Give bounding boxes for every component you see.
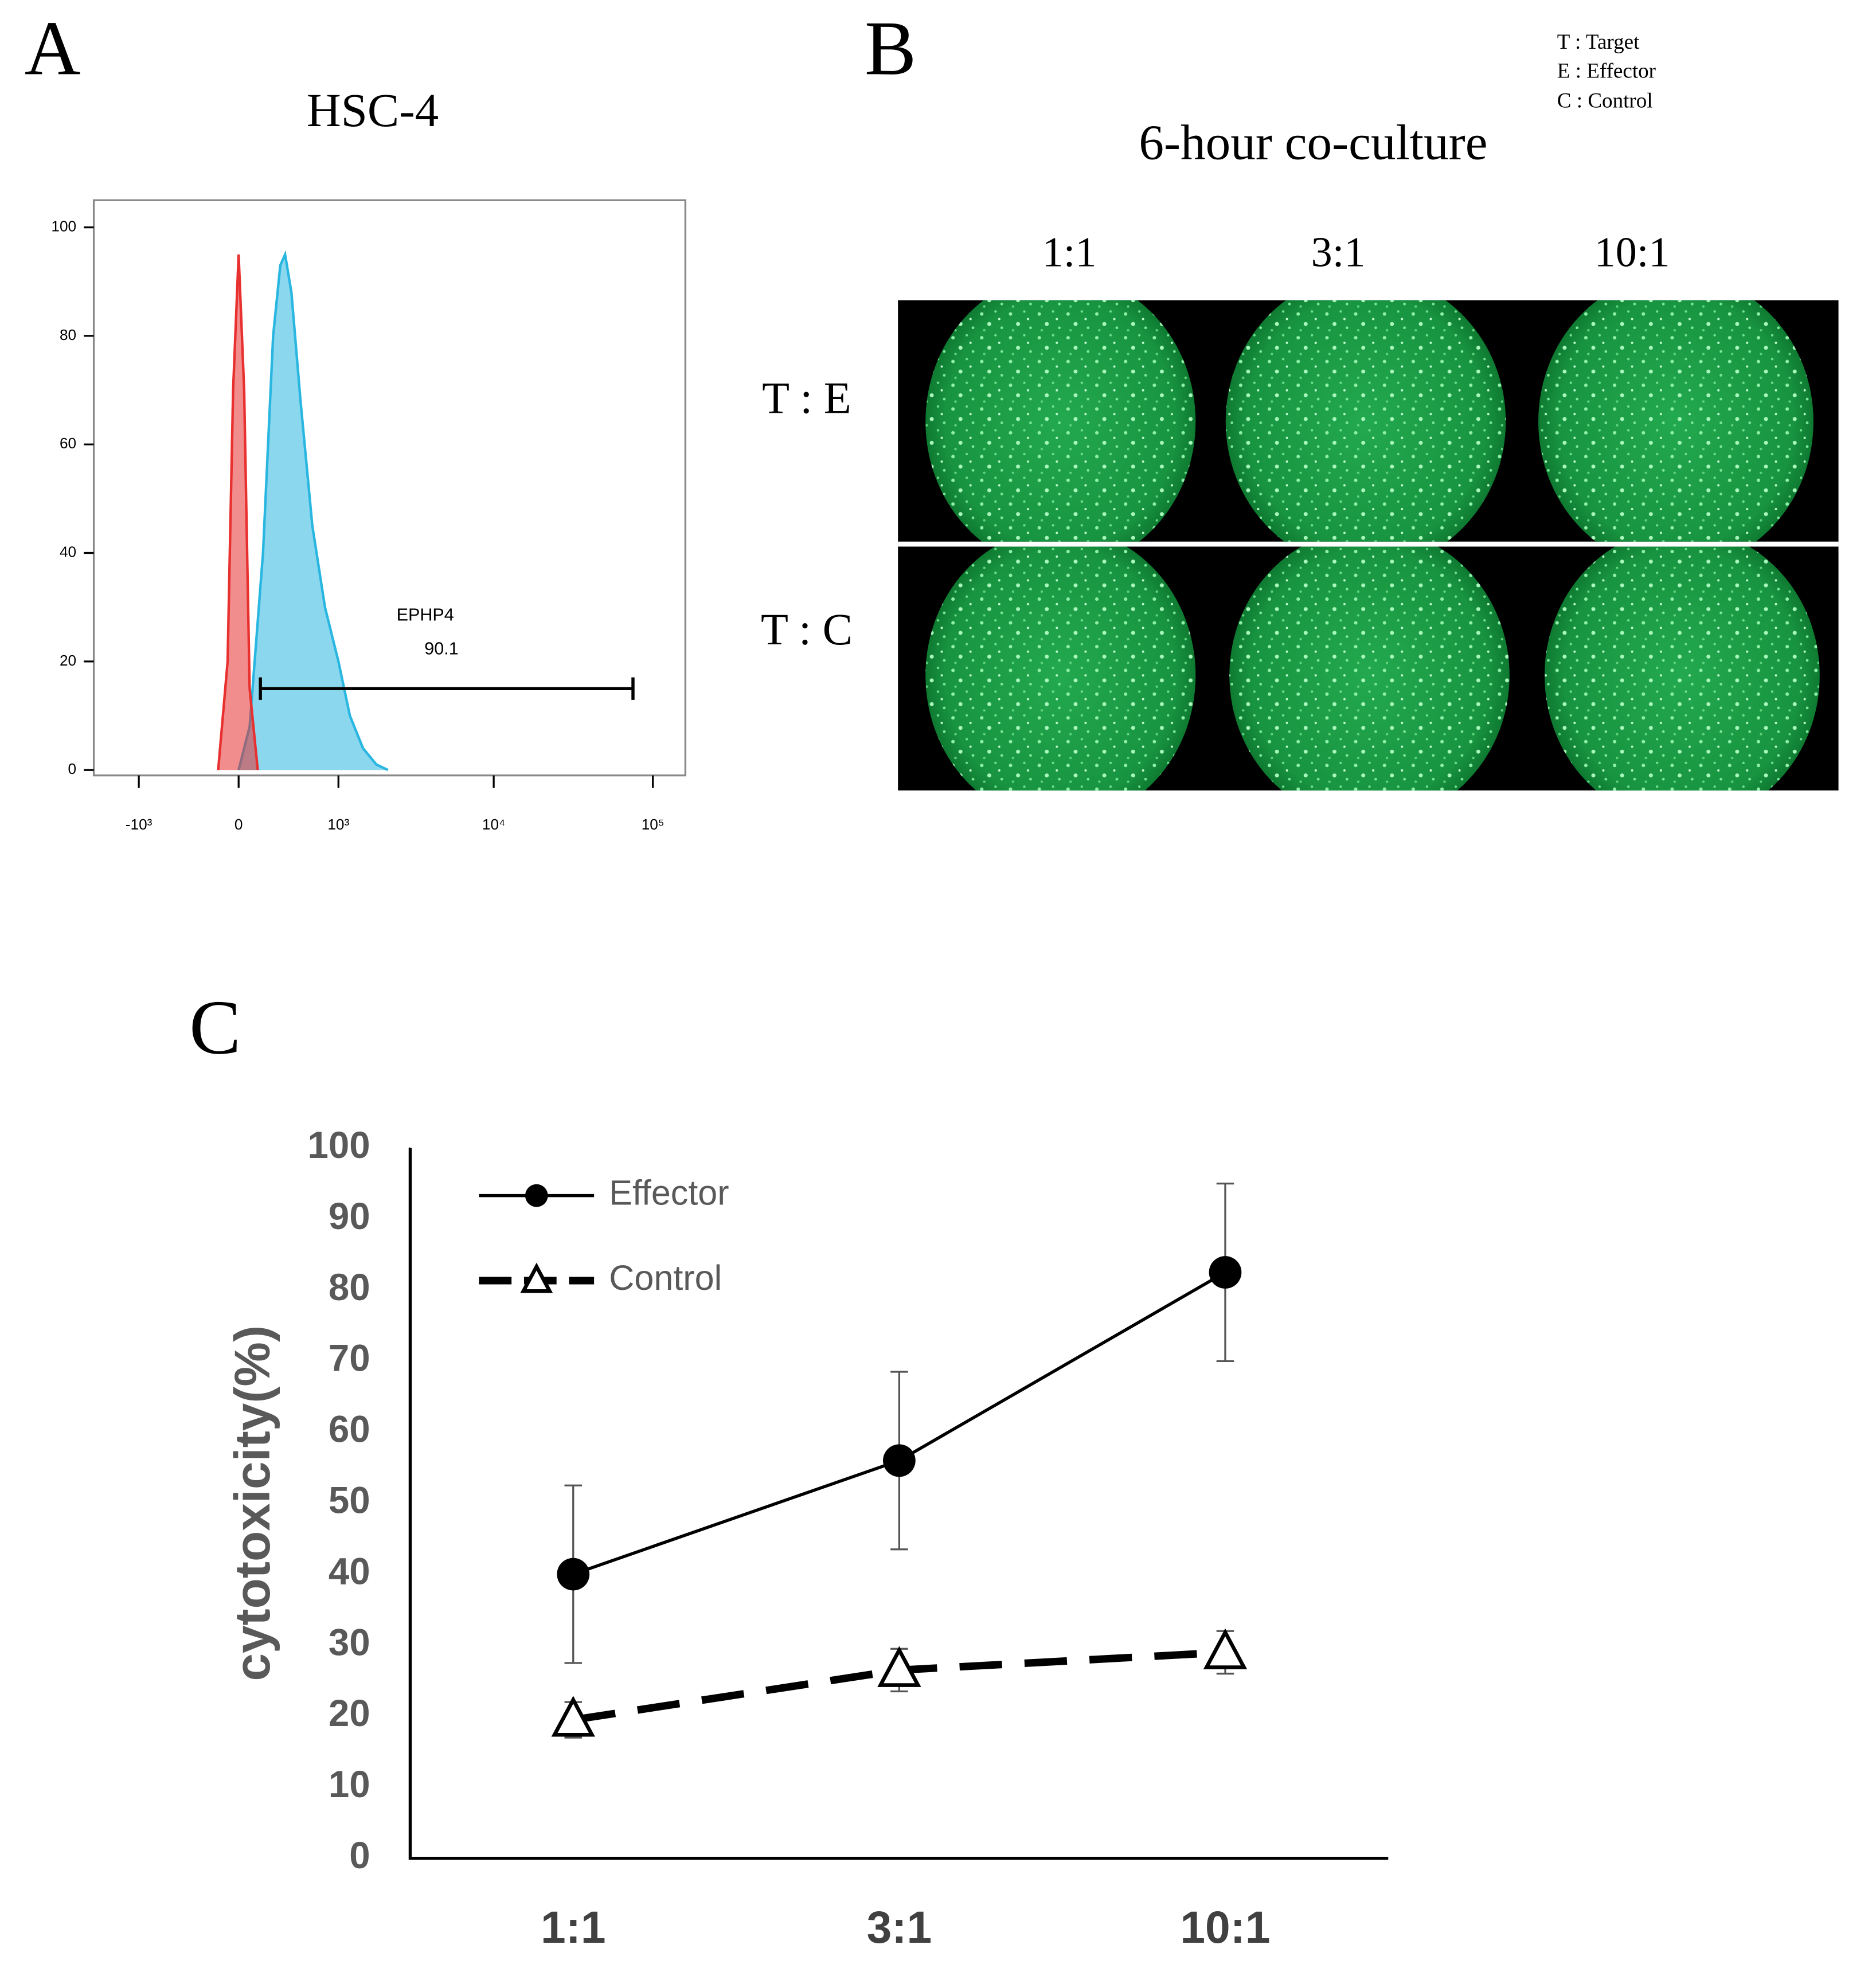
y-tick-label: 60 [329,1408,370,1450]
histogram-area [217,254,259,770]
marker [1203,1628,1248,1669]
y-tick-label: 20 [60,652,76,669]
row-label: T : E [762,373,851,423]
x-tick-label: 10⁵ [642,816,665,833]
column-label: 3:1 [1311,229,1366,276]
micrograph-row [925,546,1820,791]
panel-label: C [189,984,241,1070]
legend-label: Control [609,1258,722,1297]
key-entry: C : Control [1557,89,1653,113]
y-axis-label: cytotoxicity(%) [225,1325,280,1681]
x-tick-label: -10³ [126,816,153,833]
panel-label: B [865,5,916,91]
separator [898,541,1839,547]
panel-title: 6-hour co-culture [1139,115,1487,170]
x-tick-label: 10:1 [1180,1902,1270,1952]
cells [1225,300,1506,542]
y-tick-label: 80 [60,326,76,343]
key-entry: E : Effector [1557,59,1656,83]
y-tick-label: 0 [68,760,77,777]
y-tick-label: 40 [329,1550,370,1592]
marker [551,1696,595,1737]
y-tick-label: 70 [329,1337,370,1379]
column-label: 1:1 [1042,229,1097,276]
marker [1209,1256,1242,1289]
plot-frame [92,199,687,777]
x-tick-label: 1:1 [541,1902,605,1952]
gate-name: EPHP4 [397,605,454,625]
row-label: T : C [761,604,853,654]
y-tick-label: 30 [329,1621,370,1663]
chart-title: HSC-4 [307,84,439,136]
y-tick-label: 10 [329,1763,370,1805]
y-tick-label: 0 [349,1834,370,1876]
y-tick-label: 60 [60,435,76,452]
x-tick-label: 0 [234,816,243,833]
marker [557,1558,590,1591]
gate [259,677,635,700]
x-tick-label: 3:1 [867,1902,932,1952]
y-tick-label: 20 [329,1692,370,1734]
marker [525,1184,548,1207]
cells [925,300,1196,542]
gate-percent: 90.1 [424,639,458,659]
legend-label: Effector [609,1173,729,1212]
cells [925,546,1196,791]
key-entry: T : Target [1557,30,1640,54]
panel-label: A [25,5,81,91]
micrograph-row [925,300,1814,542]
y-tick-label: 40 [60,543,76,560]
histogram-area [237,250,389,772]
x-tick-label: 10³ [327,816,349,833]
marker [883,1444,916,1477]
cells [1538,300,1814,542]
marker [520,1262,553,1293]
cells [1545,546,1820,791]
marker [877,1646,921,1687]
y-tick-label: 100 [307,1124,370,1166]
x-tick-label: 10⁴ [482,816,505,833]
y-tick-label: 50 [329,1479,370,1521]
y-tick-label: 90 [329,1195,370,1237]
cells [1229,546,1510,791]
y-tick-label: 80 [329,1266,370,1308]
column-label: 10:1 [1594,229,1670,276]
y-tick-label: 100 [51,217,76,234]
